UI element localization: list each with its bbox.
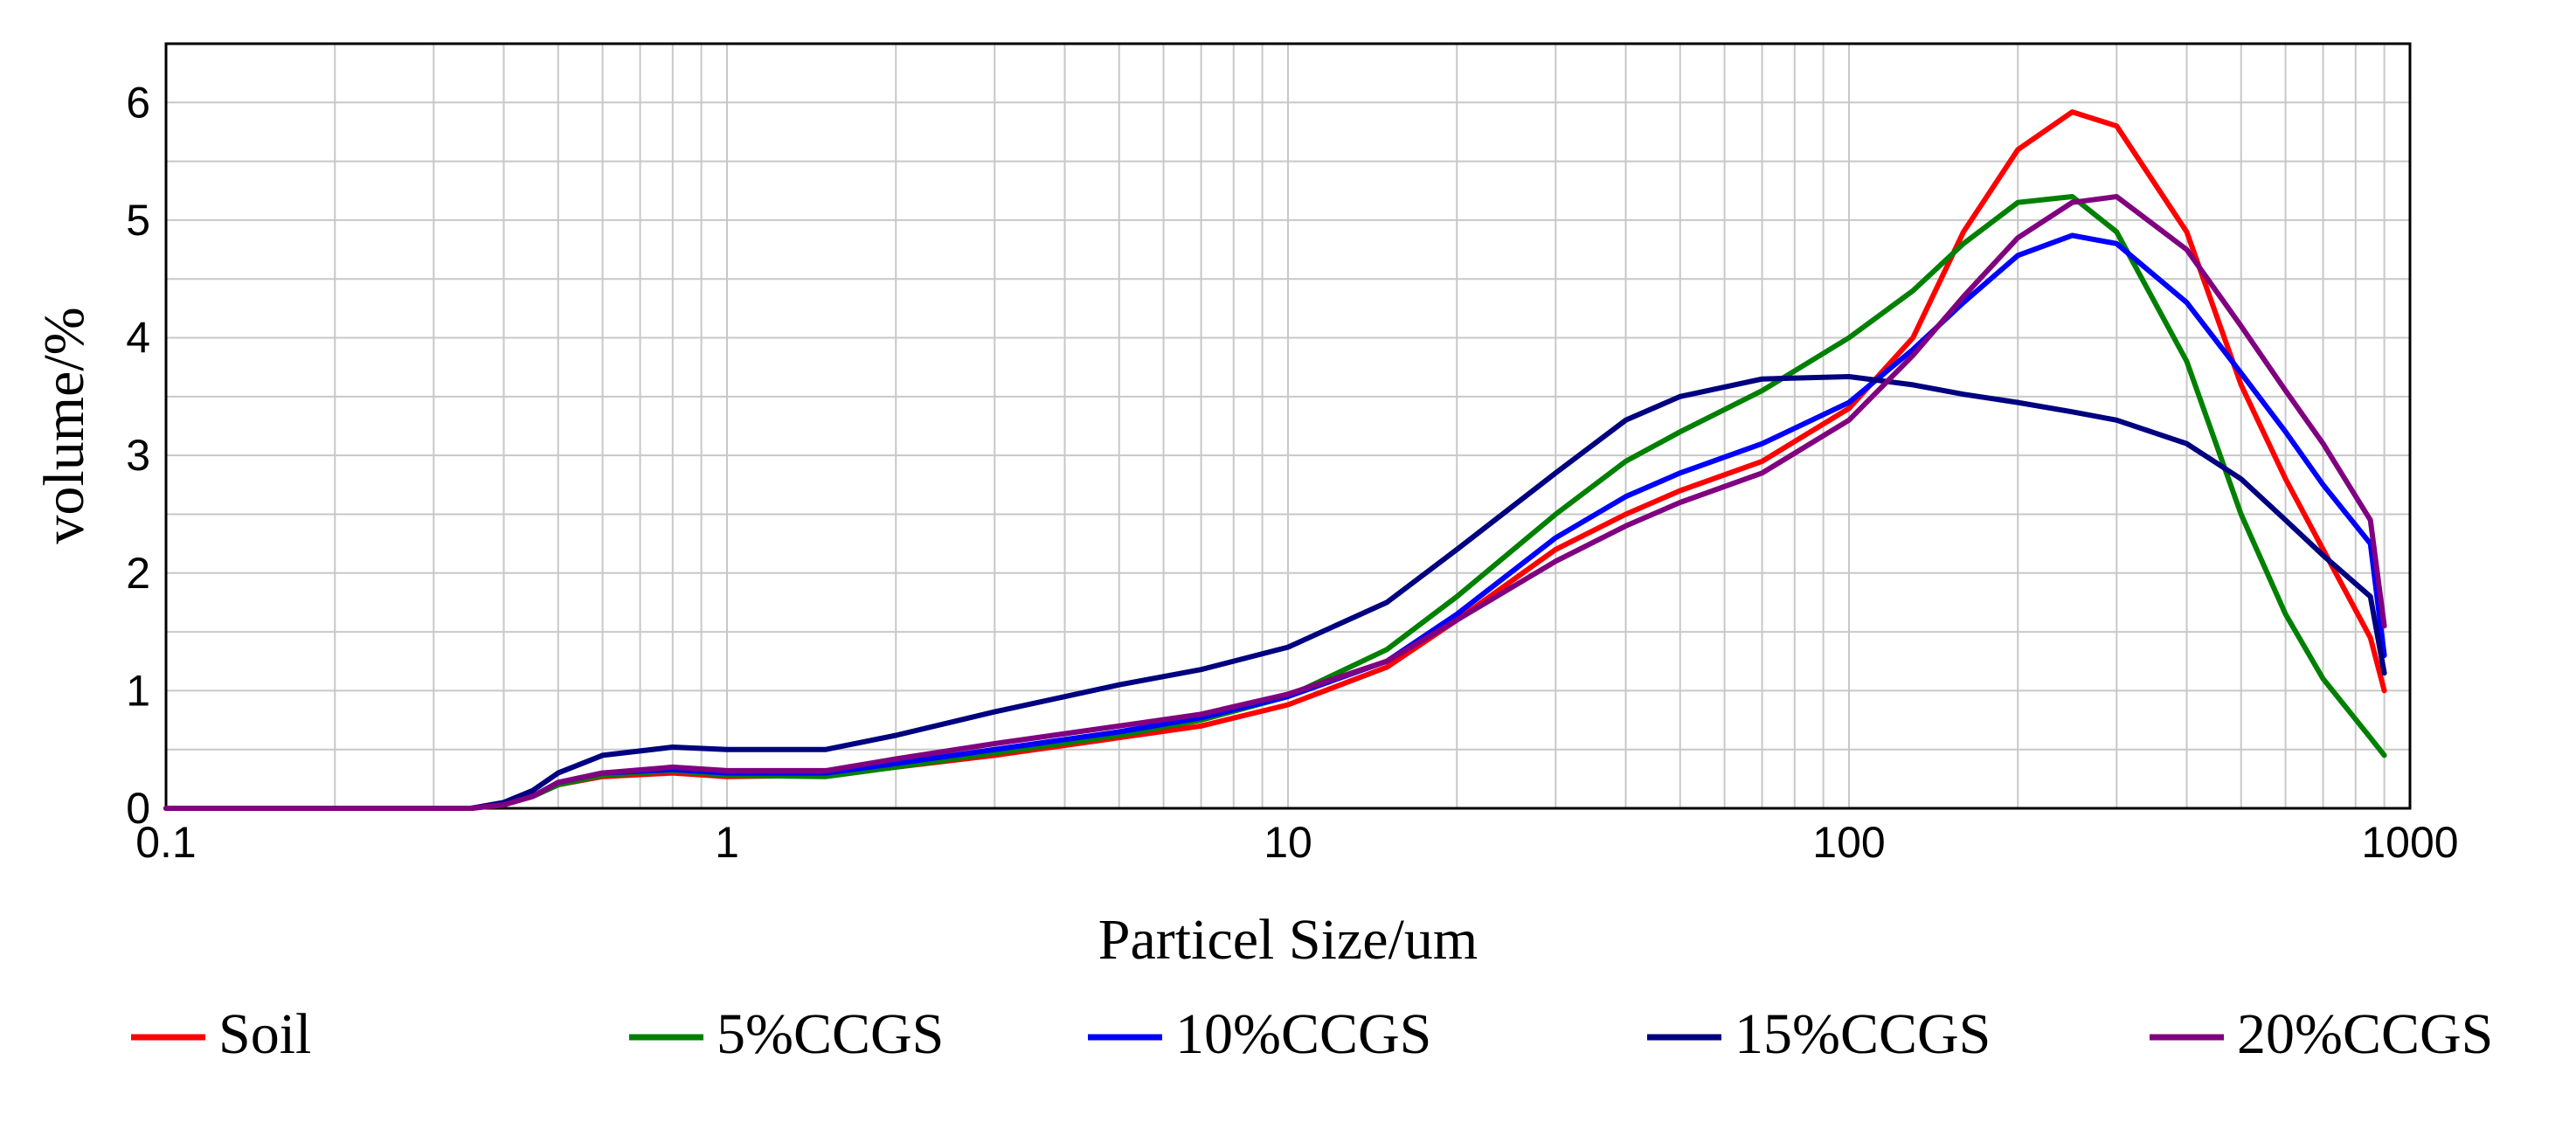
legend-label: 20%CCGS	[2237, 1002, 2493, 1066]
x-tick-label: 100	[1812, 818, 1885, 867]
x-tick-label: 1	[715, 818, 739, 867]
y-tick-label: 6	[126, 78, 150, 127]
series-line-20pctccgs	[163, 194, 2387, 811]
x-tick-label: 0.1	[135, 818, 197, 867]
x-axis-title: Particel Size/um	[1098, 908, 1478, 972]
x-tick-label: 10	[1264, 818, 1312, 867]
legend-label: 15%CCGS	[1735, 1002, 1991, 1066]
tick-labels: 0.1 1 10 100 1000 0 1 2 3 4 5 6	[126, 78, 2458, 867]
y-axis-title: volume/%	[32, 307, 96, 544]
legend-label: 5%CCGS	[717, 1002, 944, 1066]
legend: Soil 5%CCGS 10%CCGS 15%CCGS 20%CCGS	[131, 1002, 2493, 1066]
y-tick-label: 3	[126, 431, 150, 480]
grid	[166, 44, 2410, 808]
y-tick-label: 0	[126, 784, 150, 833]
series-line-10pctccgs	[163, 232, 2387, 811]
y-tick-label: 1	[126, 666, 150, 715]
series-lines	[163, 109, 2387, 811]
series-line-5pctccgs	[163, 194, 2387, 811]
legend-label: 10%CCGS	[1175, 1002, 1431, 1066]
legend-label: Soil	[218, 1002, 311, 1066]
x-tick-label: 1000	[2361, 818, 2458, 867]
y-tick-label: 2	[126, 549, 150, 598]
series-line-15pctccgs	[163, 374, 2387, 811]
y-tick-label: 4	[126, 314, 150, 363]
y-tick-label: 5	[126, 196, 150, 245]
plot-frame	[164, 42, 2412, 810]
